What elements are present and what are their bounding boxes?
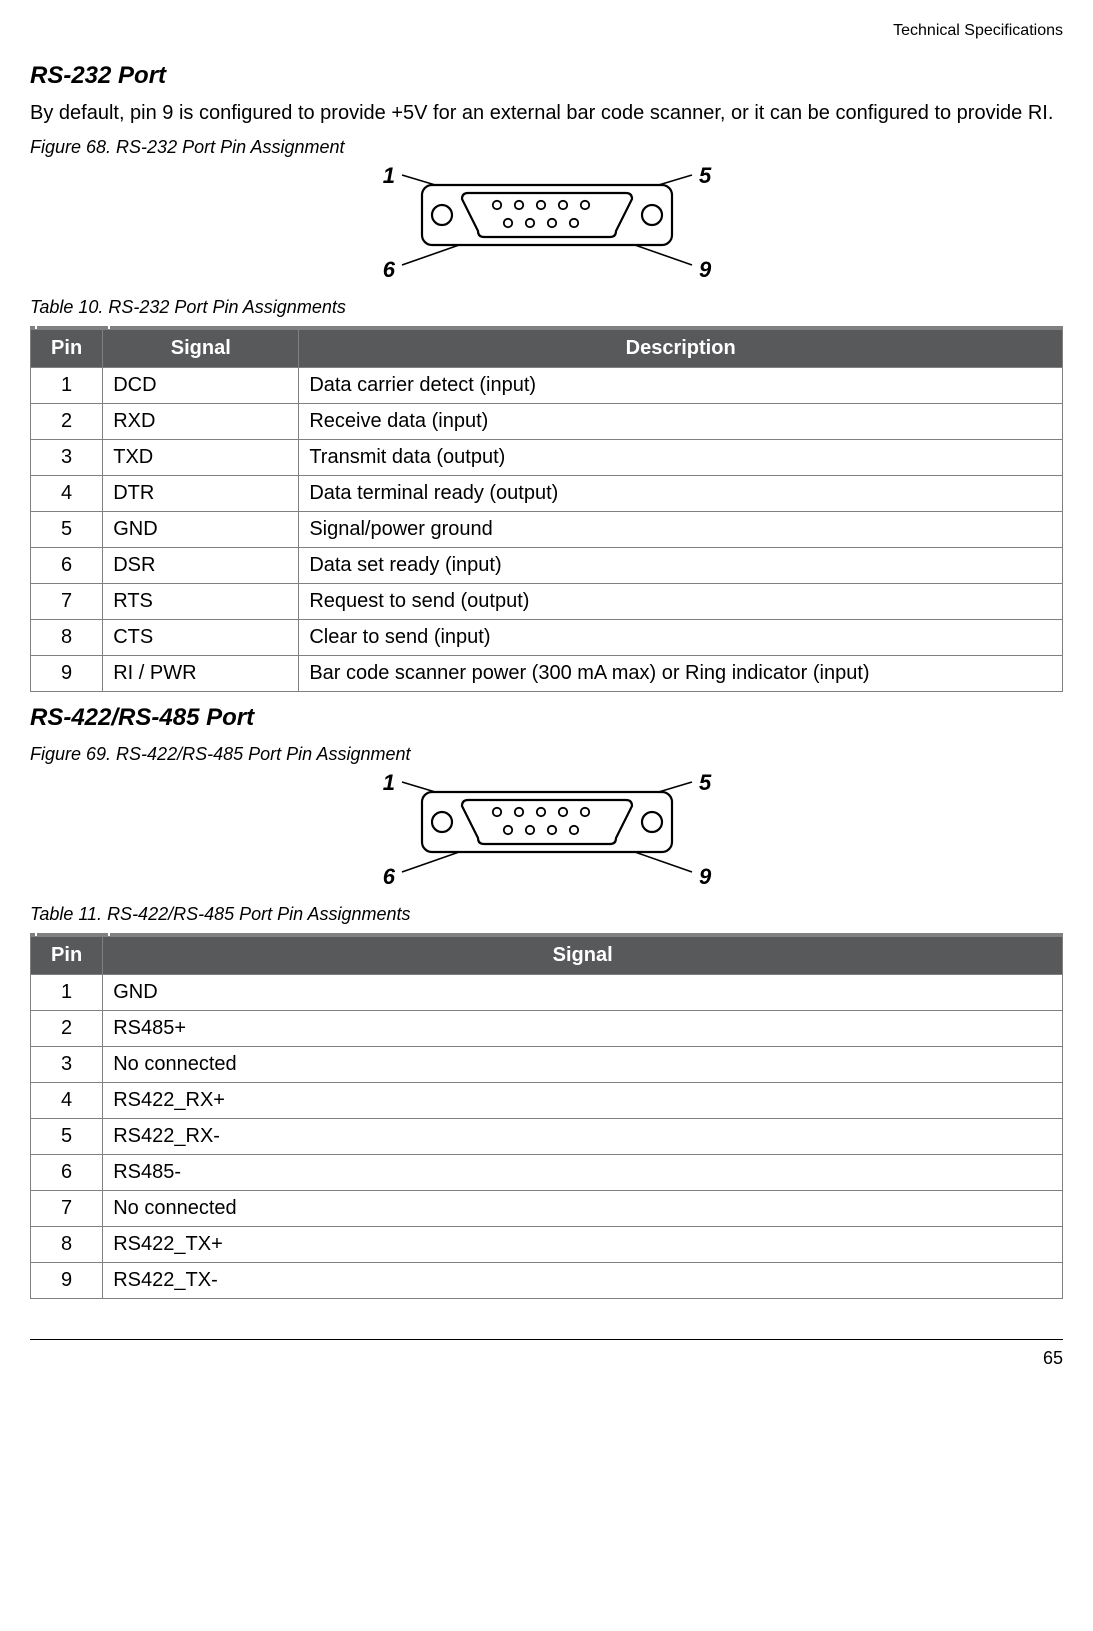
svg-text:1: 1 bbox=[382, 772, 394, 795]
pin-cell: 4 bbox=[31, 475, 103, 511]
table11-caption: Table 11. RS-422/RS-485 Port Pin Assignm… bbox=[30, 902, 1063, 926]
db9-connector-icon: 1569 bbox=[367, 772, 727, 892]
section2-title: RS-422/RS-485 Port bbox=[30, 702, 1063, 734]
pin-cell: 1 bbox=[31, 367, 103, 403]
pin-cell: 2 bbox=[31, 1010, 103, 1046]
signal-cell: TXD bbox=[103, 439, 299, 475]
table10-caption: Table 10. RS-232 Port Pin Assignments bbox=[30, 295, 1063, 319]
table-row: 7No connected bbox=[31, 1190, 1063, 1226]
signal-cell: No connected bbox=[103, 1190, 1063, 1226]
svg-text:5: 5 bbox=[699, 772, 712, 795]
description-cell: Data terminal ready (output) bbox=[299, 475, 1063, 511]
pin-cell: 6 bbox=[31, 547, 103, 583]
signal-cell: RS422_TX+ bbox=[103, 1226, 1063, 1262]
svg-text:6: 6 bbox=[382, 257, 395, 282]
signal-cell: RS485- bbox=[103, 1154, 1063, 1190]
section1-title: RS-232 Port bbox=[30, 60, 1063, 92]
pin-cell: 9 bbox=[31, 1262, 103, 1298]
pin-cell: 3 bbox=[31, 439, 103, 475]
table-rs232-pins: PinSignalDescription1DCDData carrier det… bbox=[30, 329, 1063, 692]
table-row: 6DSRData set ready (input) bbox=[31, 547, 1063, 583]
table-row: 5GNDSignal/power ground bbox=[31, 511, 1063, 547]
section1-intro: By default, pin 9 is configured to provi… bbox=[30, 100, 1063, 127]
pin-cell: 6 bbox=[31, 1154, 103, 1190]
table-row: 4RS422_RX+ bbox=[31, 1082, 1063, 1118]
signal-cell: CTS bbox=[103, 619, 299, 655]
table-header: Pin bbox=[31, 329, 103, 367]
description-cell: Data set ready (input) bbox=[299, 547, 1063, 583]
signal-cell: RS422_RX- bbox=[103, 1118, 1063, 1154]
signal-cell: RTS bbox=[103, 583, 299, 619]
table-header: Pin bbox=[31, 936, 103, 974]
pin-cell: 3 bbox=[31, 1046, 103, 1082]
table-row: 2RXDReceive data (input) bbox=[31, 403, 1063, 439]
table-row: 6RS485- bbox=[31, 1154, 1063, 1190]
table-row: 4DTRData terminal ready (output) bbox=[31, 475, 1063, 511]
table-row: 2RS485+ bbox=[31, 1010, 1063, 1046]
table-row: 1DCDData carrier detect (input) bbox=[31, 367, 1063, 403]
pin-cell: 9 bbox=[31, 655, 103, 691]
signal-cell: RS422_RX+ bbox=[103, 1082, 1063, 1118]
header-section-label: Technical Specifications bbox=[30, 20, 1063, 42]
table-row: 5RS422_RX- bbox=[31, 1118, 1063, 1154]
table-row: 9RI / PWRBar code scanner power (300 mA … bbox=[31, 655, 1063, 691]
signal-cell: RI / PWR bbox=[103, 655, 299, 691]
svg-text:9: 9 bbox=[699, 864, 712, 889]
table-row: 3No connected bbox=[31, 1046, 1063, 1082]
pin-cell: 7 bbox=[31, 583, 103, 619]
db9-connector-icon: 1569 bbox=[367, 165, 727, 285]
pin-cell: 4 bbox=[31, 1082, 103, 1118]
pin-cell: 8 bbox=[31, 1226, 103, 1262]
signal-cell: RS485+ bbox=[103, 1010, 1063, 1046]
table-row: 9RS422_TX- bbox=[31, 1262, 1063, 1298]
svg-text:5: 5 bbox=[699, 165, 712, 188]
svg-text:1: 1 bbox=[382, 165, 394, 188]
signal-cell: DCD bbox=[103, 367, 299, 403]
svg-text:9: 9 bbox=[699, 257, 712, 282]
pin-cell: 5 bbox=[31, 1118, 103, 1154]
pin-cell: 5 bbox=[31, 511, 103, 547]
table-rs422-pins: PinSignal1GND2RS485+3No connected4RS422_… bbox=[30, 936, 1063, 1299]
description-cell: Clear to send (input) bbox=[299, 619, 1063, 655]
signal-cell: DSR bbox=[103, 547, 299, 583]
description-cell: Signal/power ground bbox=[299, 511, 1063, 547]
pin-cell: 1 bbox=[31, 974, 103, 1010]
footer-rule bbox=[30, 1339, 1063, 1340]
signal-cell: RXD bbox=[103, 403, 299, 439]
figure69-diagram: 1569 bbox=[30, 772, 1063, 892]
table-row: 7RTSRequest to send (output) bbox=[31, 583, 1063, 619]
description-cell: Bar code scanner power (300 mA max) or R… bbox=[299, 655, 1063, 691]
page-number: 65 bbox=[30, 1346, 1063, 1370]
pin-cell: 7 bbox=[31, 1190, 103, 1226]
signal-cell: GND bbox=[103, 511, 299, 547]
table-row: 1GND bbox=[31, 974, 1063, 1010]
table-row: 3TXDTransmit data (output) bbox=[31, 439, 1063, 475]
table-header: Description bbox=[299, 329, 1063, 367]
table-header: Signal bbox=[103, 329, 299, 367]
figure68-diagram: 1569 bbox=[30, 165, 1063, 285]
description-cell: Data carrier detect (input) bbox=[299, 367, 1063, 403]
figure68-caption: Figure 68. RS-232 Port Pin Assignment bbox=[30, 135, 1063, 159]
pin-cell: 2 bbox=[31, 403, 103, 439]
figure69-caption: Figure 69. RS-422/RS-485 Port Pin Assign… bbox=[30, 742, 1063, 766]
svg-text:6: 6 bbox=[382, 864, 395, 889]
description-cell: Receive data (input) bbox=[299, 403, 1063, 439]
table-row: 8RS422_TX+ bbox=[31, 1226, 1063, 1262]
signal-cell: GND bbox=[103, 974, 1063, 1010]
description-cell: Request to send (output) bbox=[299, 583, 1063, 619]
table-row: 8CTSClear to send (input) bbox=[31, 619, 1063, 655]
pin-cell: 8 bbox=[31, 619, 103, 655]
description-cell: Transmit data (output) bbox=[299, 439, 1063, 475]
signal-cell: No connected bbox=[103, 1046, 1063, 1082]
table-header: Signal bbox=[103, 936, 1063, 974]
signal-cell: RS422_TX- bbox=[103, 1262, 1063, 1298]
signal-cell: DTR bbox=[103, 475, 299, 511]
